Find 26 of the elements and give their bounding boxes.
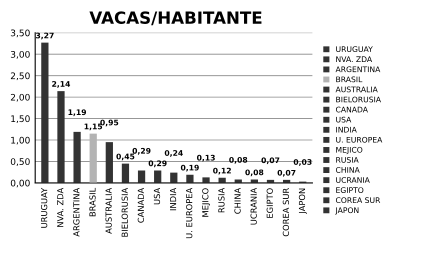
y-tick-label: 0,50 (10, 158, 30, 166)
y-tick-label: 2,00 (10, 94, 30, 102)
x-tick-label: COREA SUR (282, 188, 290, 236)
x-tick-label: CHINA (234, 188, 241, 214)
x-tick-label: MEJICO (202, 188, 210, 217)
x-tick-label: BIELORUSIA (122, 188, 128, 237)
x-tick-label: AUSTRALIA (105, 188, 112, 234)
y-tick-label: 0,00 (10, 180, 30, 188)
y-tick-label: 1,50 (11, 115, 30, 124)
chart-title: VACAS/HABITANTE (89, 11, 262, 26)
x-tick-label: RUSIA (218, 188, 225, 212)
y-tick-label: 3,00 (10, 50, 30, 59)
y-tick-label: 3,50 (10, 29, 30, 38)
x-tick-label: CANADA (138, 188, 144, 223)
x-tick-label: ARGENTINA (73, 188, 80, 237)
x-tick-label: U. EUROPEA (186, 188, 192, 238)
x-tick-label: JAPON (298, 188, 307, 214)
x-tick-label: URUGUAY (40, 188, 48, 228)
x-tick-label: EGIPTO (266, 188, 273, 218)
x-tick-label: USA (154, 188, 160, 204)
x-tick-label: INDIA (170, 188, 176, 210)
y-tick-label: 1,00 (11, 136, 30, 144)
y-tick-label: 2,50 (10, 72, 30, 80)
x-tick-label: BRASIL (89, 188, 96, 216)
x-tick-label: UCRANIA (250, 188, 257, 225)
x-tick-label: NVA. ZDA (57, 188, 64, 227)
